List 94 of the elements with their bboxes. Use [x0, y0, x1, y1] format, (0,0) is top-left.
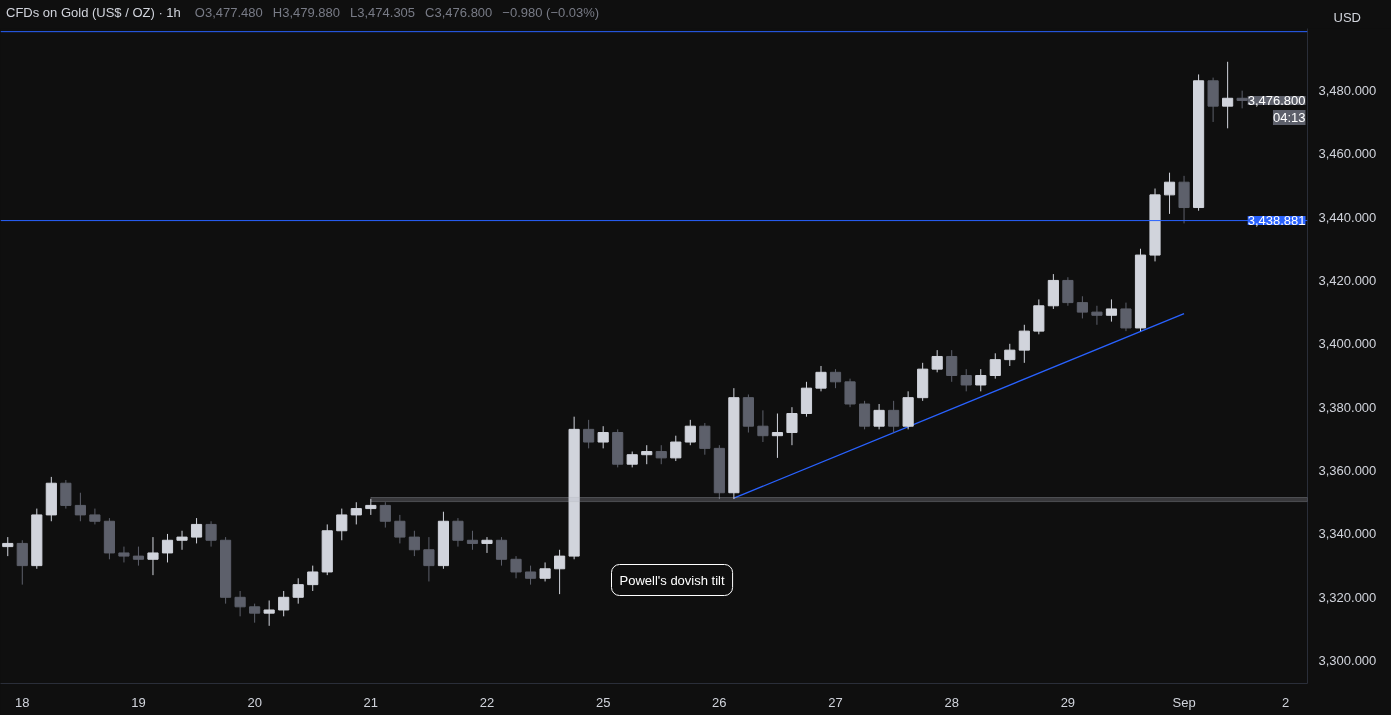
x-tick-label: 19: [131, 694, 146, 710]
candlestick: [1091, 305, 1103, 326]
candlestick: [394, 514, 406, 544]
candlestick: [510, 555, 522, 579]
candlestick: [1076, 295, 1088, 319]
candlestick: [1120, 302, 1132, 332]
annotation: Powell's dovish tilt: [619, 572, 725, 588]
candlestick: [786, 406, 798, 446]
candlestick: [118, 546, 130, 563]
annotation: 04:13: [1272, 109, 1306, 125]
text: O3,477.480: [194, 5, 263, 20]
candlestick: [379, 501, 391, 529]
candlestick: [466, 530, 479, 551]
candlestick: [960, 368, 972, 392]
candlestick: [495, 536, 508, 567]
candlestick: [336, 508, 348, 541]
candlestick: [60, 479, 72, 510]
candlestick: [815, 365, 827, 392]
candlestick: [829, 368, 842, 389]
y-tick-label: 3,400.000: [1318, 336, 1377, 352]
candlestick: [2, 536, 14, 557]
candlestick: [888, 400, 900, 434]
candlestick: [670, 435, 682, 462]
candlestick: [975, 368, 987, 392]
candlestick: [1062, 276, 1074, 307]
candlestick: [1105, 298, 1118, 323]
candlestick: [771, 413, 784, 459]
candlestick: [74, 492, 86, 522]
candlestick: [699, 422, 711, 456]
candlestick: [946, 349, 958, 383]
candlestick: [350, 501, 362, 525]
chart-title: CFDs on Gold (US$ / OZ) · 1h: [6, 5, 181, 20]
candlestick: [147, 536, 159, 576]
text: USD: [1333, 9, 1361, 27]
y-tick-label: 3,440.000: [1318, 209, 1377, 225]
candlestick: [931, 349, 943, 373]
candlestick: [597, 425, 609, 449]
candlestick: [263, 599, 275, 627]
candlestick: [307, 565, 319, 592]
y-tick-label: 3,460.000: [1318, 146, 1377, 162]
candlestick: [132, 546, 145, 567]
candlestick: [858, 400, 871, 430]
y-tick-label: 3,480.000: [1318, 82, 1377, 98]
x-tick-label: Sep: [1172, 694, 1196, 710]
text: L3,474.305: [350, 5, 416, 20]
x-tick-label: 18: [15, 694, 30, 710]
candlestick: [481, 536, 493, 554]
candlestick: [278, 590, 290, 617]
y-tick-label: 3,360.000: [1318, 463, 1377, 479]
x-tick-label: 22: [479, 694, 495, 710]
x-tick-label: 20: [247, 694, 262, 710]
candlestick: [408, 530, 420, 557]
candlestick: [1018, 324, 1030, 364]
y-tick-label: 3,380.000: [1318, 399, 1377, 415]
candlestick: [989, 352, 1001, 380]
candlestick: [684, 419, 696, 446]
candlestick: [205, 520, 217, 548]
candlestick: [190, 517, 203, 544]
x-tick-label: 25: [595, 694, 611, 710]
candlestick: [844, 378, 856, 408]
candlestick: [873, 403, 885, 430]
ref-line-label: 3,438.881: [1247, 213, 1306, 229]
text: −0.980 (−0.03%): [502, 5, 600, 20]
candlestick: [655, 444, 667, 465]
x-tick-label: 21: [363, 694, 379, 710]
candlestick: [234, 590, 246, 617]
annotation: 3,476.800: [1247, 92, 1306, 108]
x-tick-label: 28: [944, 694, 959, 710]
candlestick: [583, 419, 595, 449]
x-tick-label: 29: [1060, 694, 1076, 710]
y-tick-label: 3,340.000: [1318, 526, 1377, 542]
text: H3,479.880: [272, 5, 341, 20]
candlestick: [161, 533, 174, 563]
candlestick: [249, 603, 261, 624]
y-tick-label: 3,320.000: [1318, 589, 1377, 605]
text: C3,476.800: [425, 5, 493, 20]
candlestick: [1004, 343, 1016, 367]
candlestick: [554, 549, 566, 595]
candlestick: [176, 530, 188, 551]
candlestick: [1163, 172, 1176, 215]
y-tick-label: 3,420.000: [1318, 272, 1377, 288]
y-tick-label: 3,300.000: [1318, 653, 1377, 669]
x-tick-label: 2: [1282, 694, 1290, 710]
candlestick: [423, 536, 435, 582]
candlestick: [16, 539, 28, 586]
candlestick: [757, 409, 769, 443]
candlestick: [524, 565, 537, 586]
candlestick: [539, 561, 551, 582]
candlestick: [452, 517, 464, 548]
candlestick: [641, 444, 653, 465]
x-tick-label: 26: [712, 694, 727, 710]
candlestick: [1222, 61, 1234, 129]
candlestick: [292, 577, 304, 605]
x-tick-label: 27: [828, 694, 843, 710]
